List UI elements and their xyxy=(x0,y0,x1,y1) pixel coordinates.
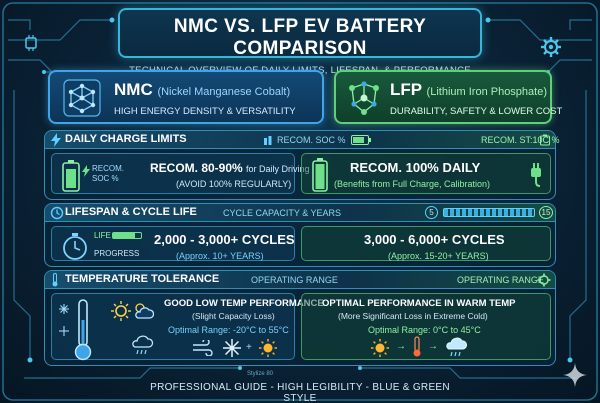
thermometer-small-icon xyxy=(413,336,421,357)
partly-cloudy-icon xyxy=(135,303,154,319)
section-header: LIFESPAN & CYCLE LIFE CYCLE CAPACITY & Y… xyxy=(45,204,555,222)
nmc-temp-range: Optimal Range: -20°C to 55°C xyxy=(168,325,289,335)
lfp-years: (Approx. 15-20+ YEARS) xyxy=(388,251,489,261)
wind-icon xyxy=(193,340,213,356)
brand-watermark: Stylize 80 xyxy=(247,371,274,377)
nmc-temp-note: (Slight Capacity Loss) xyxy=(192,311,275,321)
lfp-lifespan-panel: 3,000 - 6,000+ CYCLES (Approx. 15-20+ YE… xyxy=(301,226,551,261)
chip-icon xyxy=(25,35,37,51)
life-label: LIFE xyxy=(94,231,111,240)
sun-bright-icon xyxy=(259,339,277,357)
nmc-card: NMC (Nickel Manganese Cobalt) HIGH ENERG… xyxy=(48,70,324,124)
lfp-charge-panel: RECOM. 100% DAILY (Benefits from Full Ch… xyxy=(301,153,551,194)
gear-icon xyxy=(541,37,561,57)
lifespan-section: LIFESPAN & CYCLE LIFE CYCLE CAPACITY & Y… xyxy=(44,203,556,267)
plug-icon xyxy=(531,163,541,187)
section-title: TEMPERATURE TOLERANCE xyxy=(65,273,220,285)
nmc-temp-headline: GOOD LOW TEMP PERFORMANCE xyxy=(164,298,324,309)
plus-icon: + xyxy=(246,342,252,353)
section-tag-right: OPERATING RANGE xyxy=(457,275,544,285)
gear-small-icon xyxy=(537,273,551,287)
lightning-icon xyxy=(51,133,61,147)
snowflake-icon xyxy=(223,339,241,357)
section-header: DAILY CHARGE LIMITS RECOM. SOC % RECOM. … xyxy=(45,131,560,149)
life-progress-bar xyxy=(112,232,142,239)
scale-min-badge: 5 xyxy=(425,206,438,219)
page-title: NMC VS. LFP EV BATTERY COMPARISON xyxy=(173,16,427,59)
nmc-lifespan-panel: LIFE PROGRESS 2,000 - 3,000+ CYCLES (App… xyxy=(51,226,295,261)
snowflake-column-icon xyxy=(59,304,69,336)
stopwatch-icon xyxy=(63,233,87,260)
nmc-charge-note: (AVOID 100% REGULARLY) xyxy=(176,179,292,189)
battery-small-icon-right xyxy=(540,134,550,146)
arrow-icon: → xyxy=(428,341,438,352)
battery-icon xyxy=(62,160,80,192)
section-tag-right: RECOM. ST:10C % xyxy=(481,135,560,145)
section-title: LIFESPAN & CYCLE LIFE xyxy=(65,206,197,218)
nmc-charge-headline: RECOM. 80-90% for Daily Driving xyxy=(150,161,310,175)
title-banner: NMC VS. LFP EV BATTERY COMPARISON TECHNI… xyxy=(118,8,482,76)
lfp-charge-note: (Benefits from Full Charge, Calibration) xyxy=(334,179,491,189)
lfp-charge-headline: RECOM. 100% DAILY xyxy=(350,160,481,175)
nmc-years: (Approx. 10+ YEARS) xyxy=(176,251,264,261)
soc-label: RECOM. xyxy=(92,164,124,173)
nmc-temp-panel: GOOD LOW TEMP PERFORMANCE (Slight Capaci… xyxy=(51,293,324,361)
lfp-temp-range: Optimal Range: 0°C to 45°C xyxy=(368,325,481,335)
nmc-charge-panel: RECOM. SOC % RECOM. 80-90% for Daily Dri… xyxy=(51,153,310,194)
thermometer-small-icon xyxy=(52,273,58,287)
lfp-temp-headline: OPTIMAL PERFORMANCE IN WARM TEMP xyxy=(322,298,516,309)
sun-icon xyxy=(111,301,131,321)
arrow-icon: → xyxy=(396,341,406,352)
daily-charge-section: DAILY CHARGE LIMITS RECOM. SOC % RECOM. … xyxy=(44,130,560,200)
progress-label: PROGRESS xyxy=(94,249,140,258)
cycle-scale-bar xyxy=(443,208,535,217)
lfp-temp-panel: OPTIMAL PERFORMANCE IN WARM TEMP (More S… xyxy=(301,293,551,360)
gauge-icon xyxy=(264,136,272,145)
nmc-name: NMC (Nickel Manganese Cobalt) xyxy=(114,80,291,99)
section-header: TEMPERATURE TOLERANCE OPERATING RANGE OP… xyxy=(45,271,555,289)
lfp-temp-note: (More Significant Loss in Extreme Cold) xyxy=(338,311,488,321)
section-tag: OPERATING RANGE xyxy=(251,275,338,285)
molecule-lattice-icon xyxy=(349,81,379,115)
section-title: DAILY CHARGE LIMITS xyxy=(65,133,187,145)
molecule-cube-icon xyxy=(63,79,101,117)
temperature-section: TEMPERATURE TOLERANCE OPERATING RANGE OP… xyxy=(44,270,556,366)
rain-cloud-icon xyxy=(132,335,154,355)
scale-max-badge: 15 xyxy=(539,206,553,219)
lfp-name: LFP (Lithium Iron Phosphate) xyxy=(390,80,547,99)
lightning-icon-small xyxy=(82,165,90,177)
lfp-cycles: 3,000 - 6,000+ CYCLES xyxy=(364,232,505,247)
battery-full-icon xyxy=(312,158,328,192)
section-tag: RECOM. SOC % xyxy=(277,135,346,145)
footer-text: PROFESSIONAL GUIDE - HIGH LEGIBILITY - B… xyxy=(150,382,450,403)
lfp-tagline: DURABILITY, SAFETY & LOWER COST xyxy=(390,106,563,117)
nmc-cycles: 2,000 - 3,000+ CYCLES xyxy=(154,232,295,247)
lfp-card: LFP (Lithium Iron Phosphate) DURABILITY,… xyxy=(334,70,562,124)
sun-bright-icon xyxy=(371,339,389,357)
nmc-tagline: HIGH ENERGY DENSITY & VERSATILITY xyxy=(114,106,296,117)
sparkle-icon xyxy=(563,363,587,387)
soc-label-2: SOC % xyxy=(92,174,119,183)
clock-icon xyxy=(50,206,64,220)
rain-cloud-icon xyxy=(446,337,468,357)
battery-small-icon xyxy=(351,135,371,145)
section-tag: CYCLE CAPACITY & YEARS xyxy=(223,208,342,218)
thermometer-icon xyxy=(74,299,92,361)
